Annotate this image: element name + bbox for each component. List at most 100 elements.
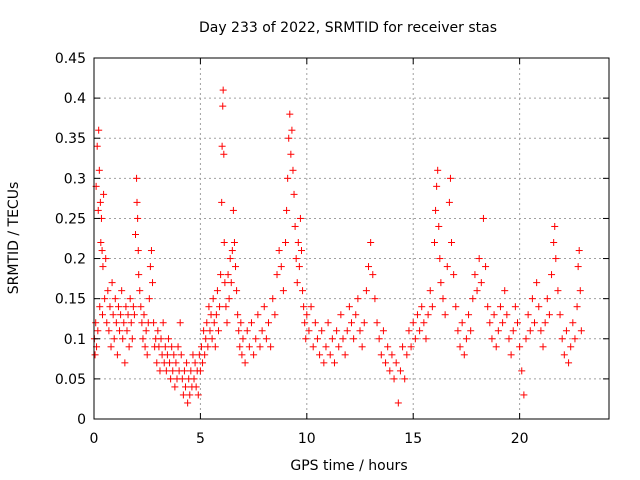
data-point (283, 206, 291, 214)
data-point (95, 126, 103, 134)
data-point (233, 287, 241, 295)
data-point (293, 279, 301, 287)
data-point (533, 279, 541, 287)
data-point (458, 319, 466, 327)
y-tick-label: 0.4 (64, 91, 86, 107)
data-point (219, 102, 227, 110)
data-point (95, 166, 103, 174)
data-point (505, 335, 513, 343)
data-point (101, 295, 109, 303)
data-point (179, 391, 187, 399)
data-point (524, 311, 532, 319)
data-point (100, 190, 108, 198)
data-point (571, 335, 579, 343)
data-point (522, 335, 530, 343)
data-point (183, 359, 191, 367)
data-point (573, 303, 581, 311)
data-point (204, 343, 212, 351)
data-point (551, 222, 559, 230)
data-point (102, 255, 110, 263)
data-point (116, 327, 124, 335)
data-point (99, 311, 107, 319)
data-point (492, 343, 500, 351)
data-point (513, 319, 521, 327)
data-point (386, 367, 394, 375)
data-point (307, 303, 315, 311)
data-point (396, 367, 404, 375)
data-point (537, 327, 545, 335)
data-point (300, 303, 308, 311)
data-point (92, 319, 100, 327)
data-point (254, 311, 262, 319)
data-point (285, 134, 293, 142)
x-tick-label: 5 (196, 431, 205, 447)
data-point (137, 303, 145, 311)
data-point (217, 271, 225, 279)
data-point (154, 327, 162, 335)
data-point (343, 327, 351, 335)
data-point (243, 327, 251, 335)
data-point (229, 206, 237, 214)
data-point (134, 247, 142, 255)
data-point (146, 263, 154, 271)
data-point (462, 335, 470, 343)
data-point (433, 182, 441, 190)
data-point (365, 263, 373, 271)
chart-title: Day 233 of 2022, SRMTID for receiver sta… (199, 20, 497, 36)
data-point (105, 327, 113, 335)
data-point (120, 319, 128, 327)
data-point (413, 311, 421, 319)
data-point (507, 351, 515, 359)
data-point (420, 319, 428, 327)
data-point (260, 303, 268, 311)
data-point (171, 383, 179, 391)
data-point (150, 319, 158, 327)
data-point (509, 327, 517, 335)
data-point (149, 279, 157, 287)
data-point (388, 351, 396, 359)
data-point (318, 327, 326, 335)
data-point (234, 311, 242, 319)
y-tick-label: 0.35 (55, 131, 86, 147)
data-point (170, 351, 178, 359)
data-point (326, 351, 334, 359)
data-point (237, 319, 245, 327)
data-point (153, 359, 161, 367)
data-point (350, 335, 358, 343)
data-point (162, 367, 170, 375)
data-point (104, 287, 112, 295)
data-point (98, 247, 106, 255)
data-point (407, 343, 415, 351)
data-point (279, 287, 287, 295)
data-point (379, 327, 387, 335)
data-point (460, 351, 468, 359)
data-point (223, 319, 231, 327)
data-point (535, 303, 543, 311)
data-point (390, 375, 398, 383)
data-point (133, 198, 141, 206)
data-point (168, 343, 176, 351)
data-point (295, 263, 303, 271)
data-point (128, 335, 136, 343)
data-point (328, 335, 336, 343)
data-point (548, 271, 556, 279)
data-point (448, 239, 456, 247)
data-point (288, 126, 296, 134)
data-point (110, 335, 118, 343)
data-point (97, 239, 105, 247)
data-point (422, 335, 430, 343)
data-point (196, 367, 204, 375)
data-point (94, 327, 102, 335)
data-point (311, 319, 319, 327)
data-point (245, 343, 253, 351)
data-point (107, 343, 115, 351)
data-point (121, 359, 129, 367)
data-point (441, 311, 449, 319)
data-point (119, 335, 127, 343)
data-point (575, 247, 583, 255)
data-point (190, 375, 198, 383)
data-point (296, 214, 304, 222)
data-point (241, 359, 249, 367)
data-point (186, 391, 194, 399)
data-points (90, 86, 585, 407)
